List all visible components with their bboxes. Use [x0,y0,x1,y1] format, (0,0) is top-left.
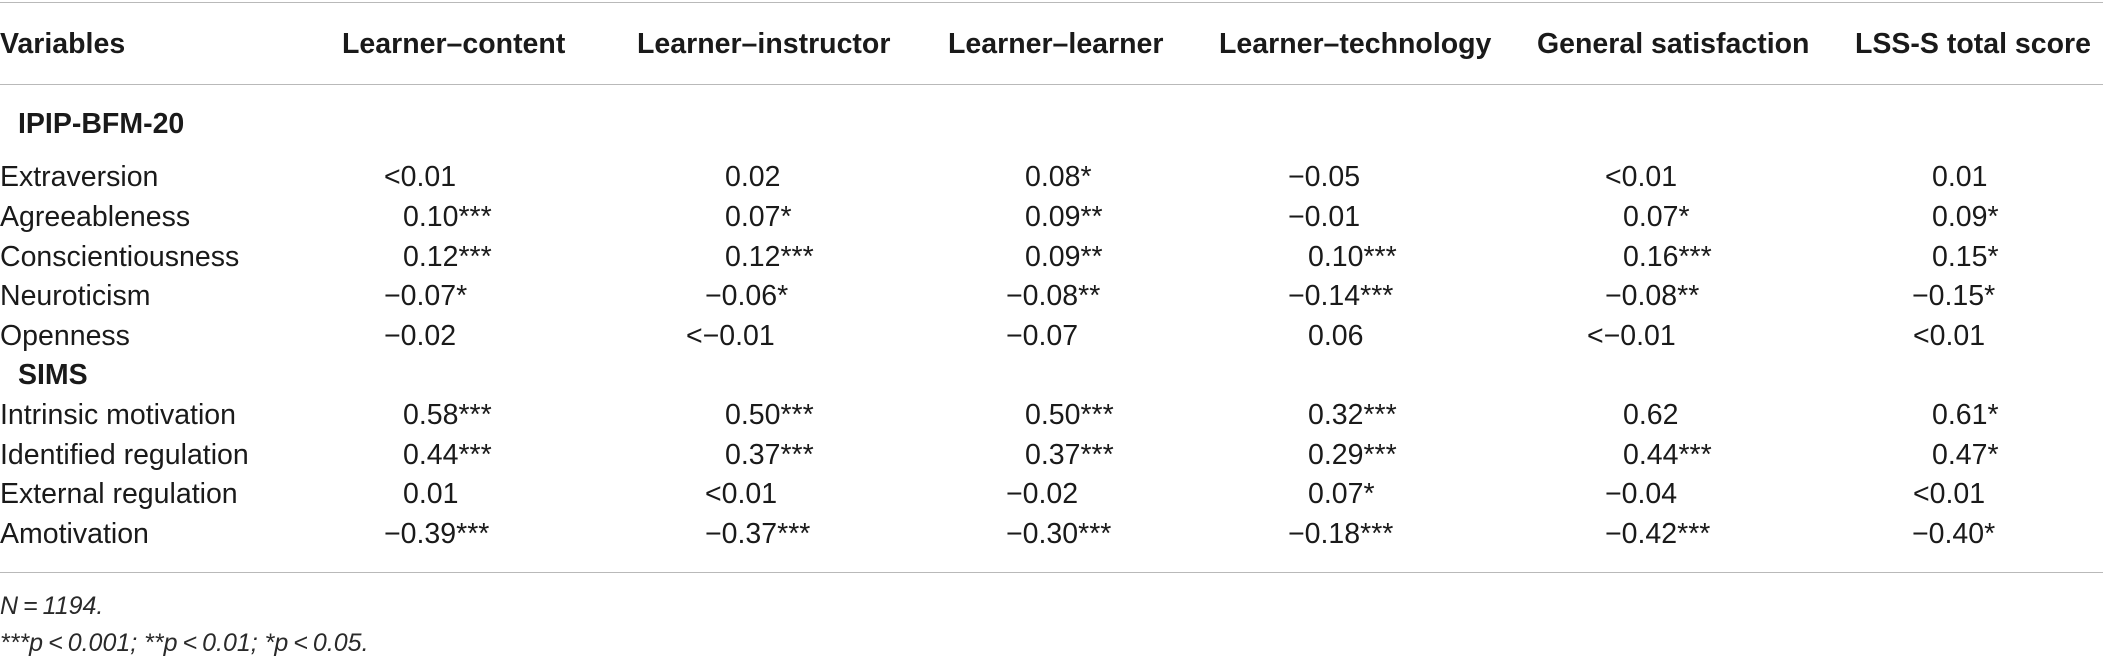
cell-value: −0.37*** [705,518,811,550]
table-row: Intrinsic motivation 0.58*** 0.50*** 0.5… [0,396,2103,434]
table-row: Conscientiousness 0.12*** 0.12*** 0.09**… [0,238,2103,276]
header-variables: Variables [0,28,126,60]
header-learner-technology: Learner–technology [1219,28,1492,60]
table-row: Neuroticism −0.07* −0.06* −0.08** −0.14*… [0,277,2103,315]
header-learner-instructor: Learner–instructor [637,28,891,60]
cell-value: <0.01 [1605,161,1678,193]
cell-value: −0.02 [1006,478,1079,510]
cell-value: −0.39*** [384,518,490,550]
row-label: Amotivation [0,518,149,550]
row-label: Openness [0,320,130,352]
cell-value: −0.07 [1006,320,1079,352]
cell-value: −0.18*** [1288,518,1394,550]
cell-value: <0.01 [384,161,457,193]
table-header-rule [0,84,2103,85]
cell-value: −0.14*** [1288,280,1394,312]
cell-value: 0.50*** [1025,399,1114,431]
cell-value: 0.07* [1308,478,1375,510]
cell-value: 0.01 [1932,161,1988,193]
cell-value: 0.62 [1623,399,1679,431]
cell-value: −0.07* [384,280,468,312]
row-label: Extraversion [0,161,159,193]
row-label: External regulation [0,478,238,510]
cell-value: <−0.01 [686,320,775,352]
cell-value: 0.44*** [403,439,492,471]
table-row: External regulation 0.01 <0.01 −0.02 0.0… [0,475,2103,513]
cell-value: 0.15* [1932,241,1999,273]
cell-value: 0.02 [725,161,781,193]
table-row: Identified regulation 0.44*** 0.37*** 0.… [0,436,2103,474]
header-learner-learner: Learner–learner [948,28,1164,60]
cell-value: 0.10*** [1308,241,1397,273]
row-label: Conscientiousness [0,241,240,273]
cell-value: 0.12*** [403,241,492,273]
cell-value: 0.10*** [403,201,492,233]
cell-value: 0.06 [1308,320,1364,352]
cell-value: −0.08** [1605,280,1700,312]
cell-value: 0.12*** [725,241,814,273]
cell-value: <0.01 [705,478,778,510]
header-general-satisfaction: General satisfaction [1537,28,1810,60]
cell-value: 0.09* [1932,201,1999,233]
cell-value: 0.58*** [403,399,492,431]
row-label: Intrinsic motivation [0,399,237,431]
table-bottom-rule [0,572,2103,573]
cell-value: 0.61* [1932,399,1999,431]
table-top-rule [0,2,2103,3]
table-row: Extraversion <0.01 0.02 0.08* −0.05 <0.0… [0,158,2103,196]
cell-value: −0.02 [384,320,457,352]
cell-value: <0.01 [1913,478,1986,510]
cell-value: 0.08* [1025,161,1092,193]
cell-value: −0.08** [1006,280,1101,312]
header-learner-content: Learner–content [342,28,566,60]
cell-value: −0.15* [1912,280,1996,312]
cell-value: <−0.01 [1587,320,1676,352]
cell-value: −0.40* [1912,518,1996,550]
table-row: Agreeableness 0.10*** 0.07* 0.09** −0.01… [0,198,2103,236]
section-title-sims: SIMS [18,359,88,391]
cell-value: 0.37*** [1025,439,1114,471]
cell-value: 0.09** [1025,241,1103,273]
cell-value: 0.50*** [725,399,814,431]
cell-value: 0.47* [1932,439,1999,471]
row-label: Identified regulation [0,439,249,471]
table-note-sample-size: N = 1194. [0,592,104,620]
cell-value: 0.09** [1025,201,1103,233]
cell-value: −0.05 [1288,161,1361,193]
cell-value: 0.37*** [725,439,814,471]
cell-value: 0.16*** [1623,241,1712,273]
table-row: Amotivation −0.39*** −0.37*** −0.30*** −… [0,515,2103,553]
cell-value: −0.30*** [1006,518,1112,550]
cell-value: 0.01 [403,478,459,510]
cell-value: −0.42*** [1605,518,1711,550]
row-label: Neuroticism [0,280,151,312]
section-title-ipip-bfm-20: IPIP-BFM-20 [18,108,185,140]
cell-value: −0.06* [705,280,789,312]
cell-value: −0.04 [1605,478,1678,510]
cell-value: −0.01 [1288,201,1361,233]
cell-value: 0.07* [1623,201,1690,233]
cell-value: 0.32*** [1308,399,1397,431]
row-label: Agreeableness [0,201,191,233]
table-header-row: Variables Learner–content Learner–instru… [0,0,2103,84]
cell-value: 0.44*** [1623,439,1712,471]
table-row: Openness −0.02 <−0.01 −0.07 0.06 <−0.01 … [0,317,2103,355]
cell-value: 0.29*** [1308,439,1397,471]
cell-value: 0.07* [725,201,792,233]
header-lss-s-total-score: LSS-S total score [1855,28,2091,60]
cell-value: <0.01 [1913,320,1986,352]
table-note-significance: ***p < 0.001; **p < 0.01; *p < 0.05. [0,629,369,657]
